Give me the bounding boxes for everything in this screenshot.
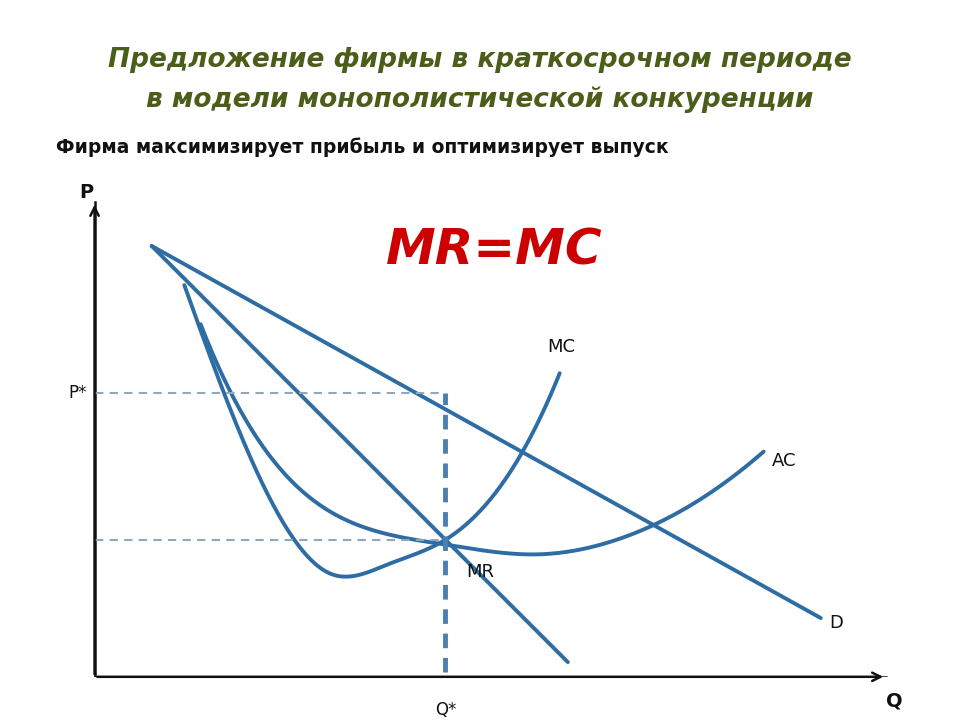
Text: Q: Q bbox=[886, 691, 902, 711]
Text: Предложение фирмы в краткосрочном периоде: Предложение фирмы в краткосрочном период… bbox=[108, 47, 852, 73]
Text: P*: P* bbox=[68, 384, 86, 402]
Text: MC: MC bbox=[547, 338, 575, 356]
Text: D: D bbox=[829, 614, 843, 632]
Text: MR=MC: MR=MC bbox=[386, 227, 603, 275]
Text: в модели монополистической конкуренции: в модели монополистической конкуренции bbox=[146, 87, 814, 114]
Text: Q*: Q* bbox=[435, 701, 456, 719]
Text: P: P bbox=[80, 183, 93, 202]
Text: MR: MR bbox=[466, 562, 493, 580]
Text: Фирма максимизирует прибыль и оптимизирует выпуск: Фирма максимизирует прибыль и оптимизиру… bbox=[56, 138, 669, 158]
Text: AC: AC bbox=[772, 452, 797, 470]
